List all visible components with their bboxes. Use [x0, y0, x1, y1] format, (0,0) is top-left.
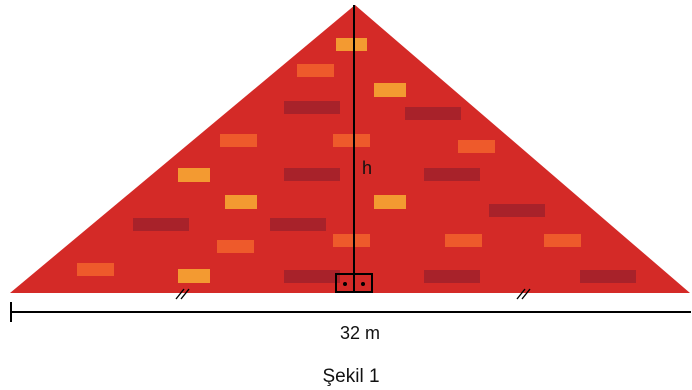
brick: [178, 269, 210, 283]
brick: [284, 270, 340, 283]
base-dimension-line: [10, 302, 691, 322]
brick: [489, 204, 545, 217]
brick: [333, 234, 370, 247]
figure-caption: Şekil 1: [322, 366, 379, 387]
brick: [424, 168, 480, 181]
brick: [374, 195, 406, 209]
brick: [374, 83, 406, 97]
brick: [580, 270, 636, 283]
base-length-label: 32 m: [340, 323, 380, 343]
brick: [405, 107, 461, 120]
brick: [458, 140, 495, 153]
brick: [178, 168, 210, 182]
left-tick-marks: [175, 288, 190, 300]
brick: [284, 168, 340, 181]
brick: [333, 134, 370, 147]
brick: [284, 101, 340, 114]
right-angle-marker: [335, 273, 373, 293]
brick: [220, 134, 257, 147]
right-tick-marks: [516, 288, 531, 300]
brick: [336, 38, 367, 51]
brick: [445, 234, 482, 247]
height-label: h: [362, 158, 372, 178]
brick: [544, 234, 581, 247]
brick: [297, 64, 334, 77]
brick: [77, 263, 114, 276]
brick-pattern: [77, 38, 636, 283]
brick: [270, 218, 326, 231]
brick: [217, 240, 254, 253]
brick: [225, 195, 257, 209]
brick: [424, 270, 480, 283]
brick: [133, 218, 189, 231]
